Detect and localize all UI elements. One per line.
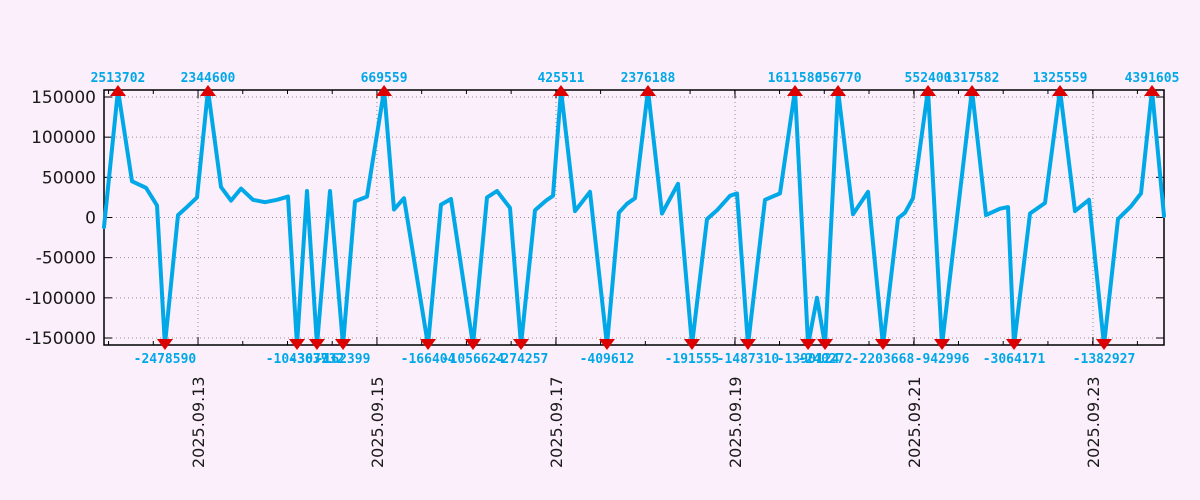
y-tick-label: 100000 xyxy=(31,128,96,148)
trough-marker-down xyxy=(289,339,306,350)
trough-value-label: -274257 xyxy=(494,352,549,367)
peak-marker-up xyxy=(199,85,216,96)
trough-marker-down xyxy=(513,339,530,350)
trough-marker-down xyxy=(934,339,951,350)
trough-marker-down xyxy=(1006,339,1023,350)
y-tick-label: -100000 xyxy=(25,289,96,309)
peak-value-label: 1325559 xyxy=(1033,71,1088,86)
trough-value-label: -1390124 xyxy=(777,352,840,367)
peak-value-label: 656770 xyxy=(815,71,862,86)
y-tick-label: -150000 xyxy=(25,329,96,349)
x-date-label: 2025.09.19 xyxy=(726,376,745,468)
peak-value-label: 1611580 xyxy=(768,71,823,86)
trough-value-label: -409612 xyxy=(580,352,635,367)
trough-value-label: -2203668 xyxy=(852,352,915,367)
peak-marker-up xyxy=(964,85,981,96)
y-tick-label: 0 xyxy=(85,209,96,229)
trough-marker-down xyxy=(420,339,437,350)
trough-marker-down xyxy=(683,339,700,350)
trough-value-label: -162399 xyxy=(316,352,371,367)
y-tick-label: 150000 xyxy=(31,88,96,108)
x-date-label: 2025.09.17 xyxy=(547,376,566,468)
peak-marker-up xyxy=(552,85,569,96)
trough-value-label: -1056624 xyxy=(442,352,505,367)
trough-marker-down xyxy=(464,339,481,350)
x-date-label: 2025.09.15 xyxy=(368,376,387,468)
trough-marker-down xyxy=(156,339,173,350)
peak-value-label: 425511 xyxy=(537,71,584,86)
trough-value-label: -1382927 xyxy=(1073,352,1136,367)
trough-marker-down xyxy=(739,339,756,350)
trough-value-label: -166404 xyxy=(401,352,456,367)
peak-value-label: 669559 xyxy=(361,71,408,86)
peak-marker-up xyxy=(1052,85,1069,96)
trough-marker-down xyxy=(874,339,891,350)
peak-marker-up xyxy=(376,85,393,96)
trough-marker-down xyxy=(598,339,615,350)
trough-value-label: -191555 xyxy=(665,352,720,367)
trough-value-label: -240272 xyxy=(798,352,853,367)
x-date-label: 2025.09.13 xyxy=(189,376,208,468)
peak-value-label: 552400 xyxy=(905,71,952,86)
trough-marker-down xyxy=(335,339,352,350)
trough-marker-down xyxy=(817,339,834,350)
peak-marker-up xyxy=(920,85,937,96)
peak-value-label: 2344600 xyxy=(181,71,236,86)
statuses-line xyxy=(102,88,1166,347)
trough-marker-down xyxy=(308,339,325,350)
peak-value-label: 2376188 xyxy=(621,71,676,86)
trough-value-label: -1043637 xyxy=(266,352,329,367)
trough-value-label: -3064171 xyxy=(983,352,1046,367)
trough-marker-down xyxy=(800,339,817,350)
peak-value-label: 1317582 xyxy=(945,71,1000,86)
x-date-label: 2025.09.21 xyxy=(905,376,924,468)
peak-marker-up xyxy=(109,85,126,96)
y-tick-label: -50000 xyxy=(36,249,96,269)
peak-value-label: 2513702 xyxy=(91,71,146,86)
trough-value-label: -2478590 xyxy=(134,352,197,367)
peak-marker-up xyxy=(830,85,847,96)
x-date-label: 2025.09.23 xyxy=(1084,376,1103,468)
trough-marker-down xyxy=(1096,339,1113,350)
peak-value-label: 4391605 xyxy=(1125,71,1180,86)
peak-marker-up xyxy=(787,85,804,96)
trough-value-label: -307932 xyxy=(290,352,345,367)
peak-marker-up xyxy=(1144,85,1161,96)
y-tick-label: 50000 xyxy=(42,168,96,188)
trough-value-label: -1487310 xyxy=(717,352,780,367)
trough-value-label: -942996 xyxy=(915,352,970,367)
peak-marker-up xyxy=(639,85,656,96)
